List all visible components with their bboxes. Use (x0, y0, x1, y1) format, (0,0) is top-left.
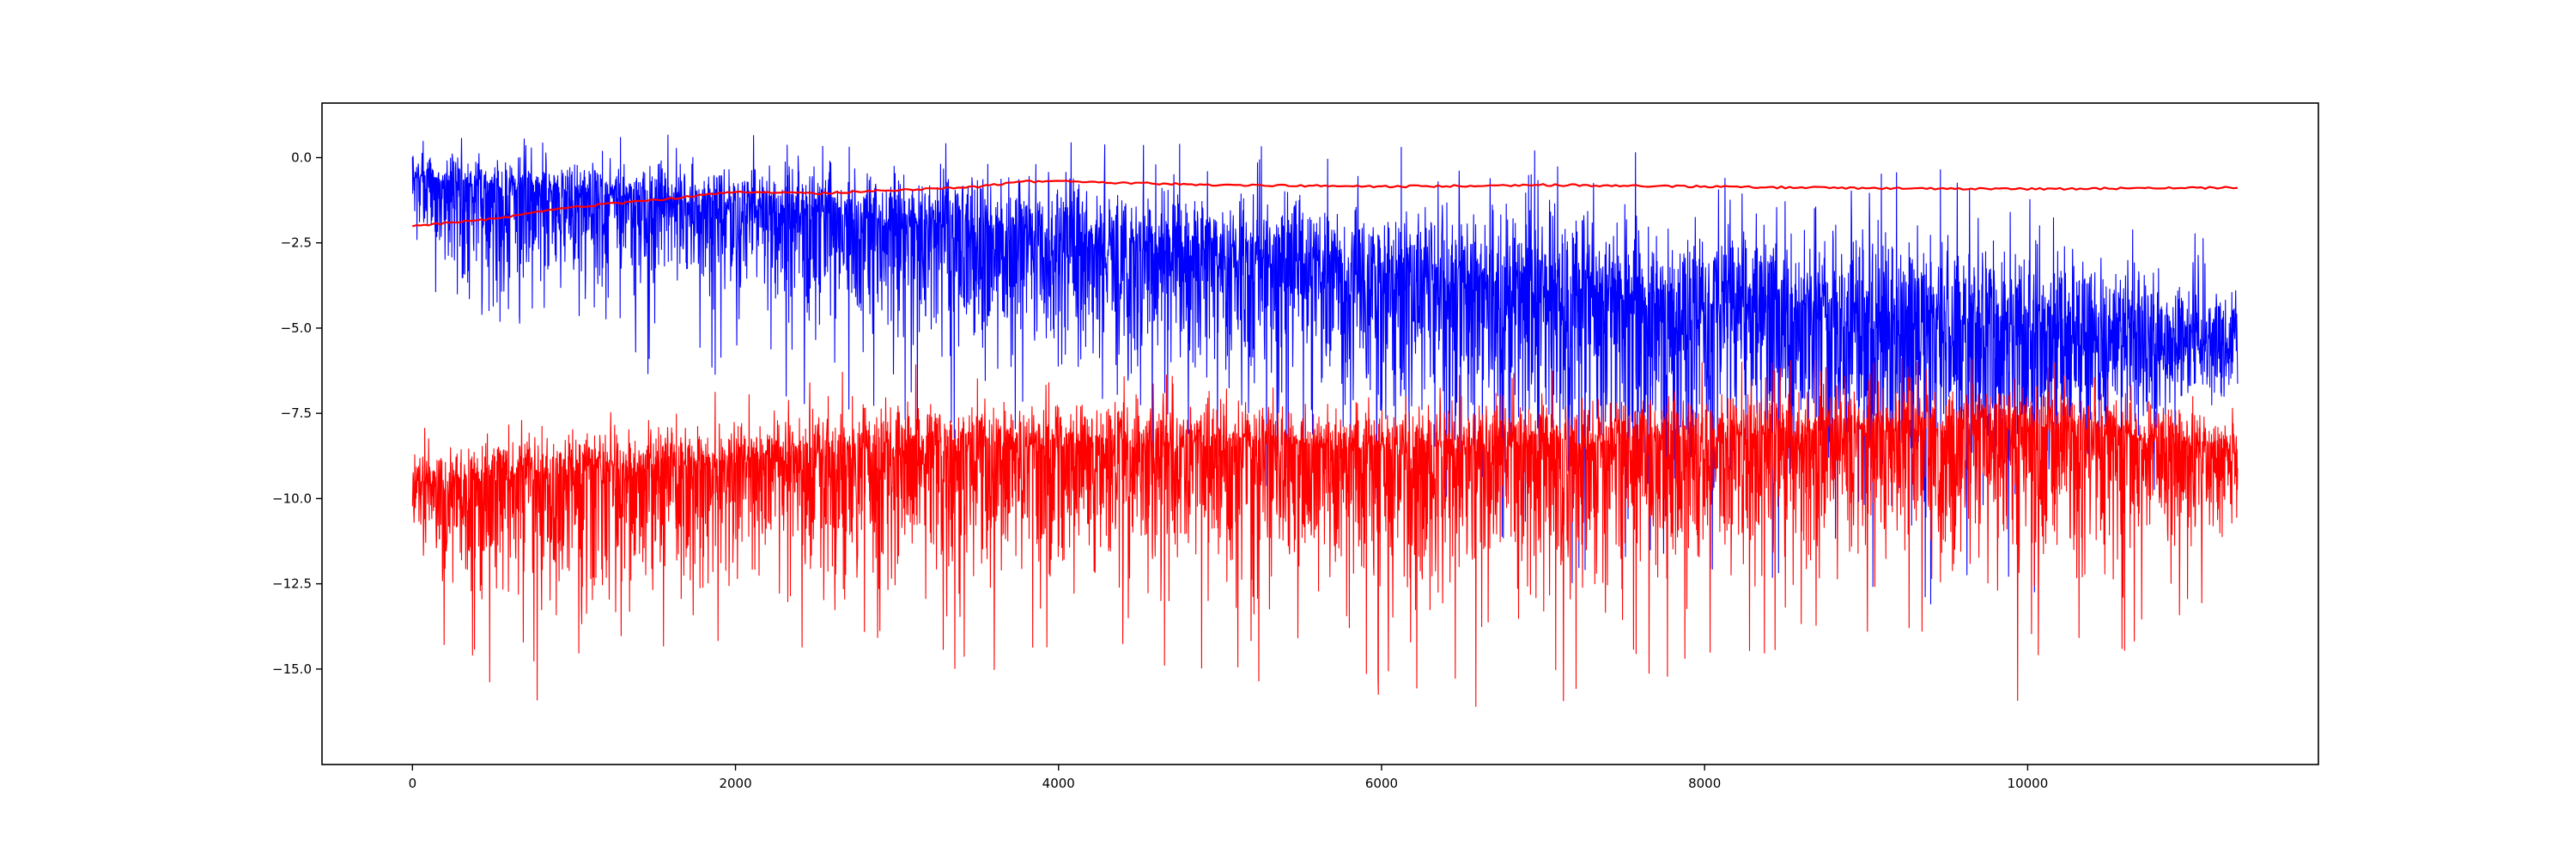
x-tick-label: 6000 (1365, 776, 1398, 791)
x-tick-label: 10000 (2008, 776, 2049, 791)
x-axis: 0 2000 4000 6000 8000 10000 (409, 765, 2049, 791)
y-tick-label: −7.5 (281, 405, 312, 421)
y-tick-label: −5.0 (281, 320, 312, 336)
y-tick-label: −10.0 (272, 490, 312, 506)
x-tick-label: 0 (409, 776, 417, 791)
series-layer (411, 134, 2239, 707)
plot-frame (321, 102, 2319, 765)
y-axis: 0.0 −2.5 −5.0 −7.5 −10.0 −12.5 −15.0 (272, 150, 322, 677)
y-tick-label: −2.5 (281, 235, 312, 251)
series-line-2 (412, 180, 2239, 228)
series-line-1 (411, 357, 2239, 707)
x-tick-label: 4000 (1042, 776, 1075, 791)
x-tick-label: 8000 (1688, 776, 1721, 791)
y-tick-label: −12.5 (272, 576, 312, 592)
series-line-0 (411, 134, 2239, 605)
x-tick-label: 2000 (719, 776, 751, 791)
y-tick-label: 0.0 (291, 150, 312, 166)
y-tick-label: −15.0 (272, 661, 312, 677)
